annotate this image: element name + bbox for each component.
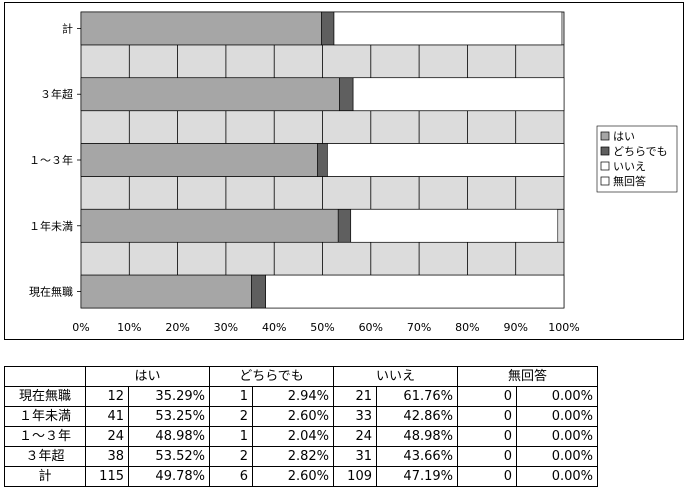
count-cell: 1 xyxy=(209,386,253,407)
header-mukaitou: 無回答 xyxy=(457,366,598,387)
category-label: １年未満 xyxy=(29,219,73,233)
percent-cell: 53.52% xyxy=(128,446,210,467)
percent-cell: 53.25% xyxy=(128,406,210,427)
x-tick-label: 0% xyxy=(72,321,89,334)
category-label: ３年超 xyxy=(40,87,73,101)
count-cell: 2 xyxy=(209,446,253,467)
legend-swatch xyxy=(600,161,610,171)
header-dochirademo: どちらでも xyxy=(209,366,334,387)
row-label: 現在無職 xyxy=(4,386,86,407)
percent-cell: 47.19% xyxy=(376,466,458,487)
legend-box xyxy=(596,125,678,193)
bar-segment xyxy=(80,143,318,177)
count-cell: 109 xyxy=(333,466,377,487)
count-cell: 24 xyxy=(333,426,377,447)
bar-segment xyxy=(80,77,340,111)
percent-cell: 2.60% xyxy=(252,466,334,487)
count-cell: 6 xyxy=(209,466,253,487)
count-cell: 0 xyxy=(457,446,517,467)
count-cell: 21 xyxy=(333,386,377,407)
percent-cell: 48.98% xyxy=(128,426,210,447)
percent-cell: 49.78% xyxy=(128,466,210,487)
percent-cell: 0.00% xyxy=(516,466,598,487)
table-row: 計 115 49.78% 6 2.60% 109 47.19% 0 0.00% xyxy=(4,466,598,487)
percent-cell: 2.94% xyxy=(252,386,334,407)
x-tick-label: 40% xyxy=(262,321,286,334)
percent-cell: 0.00% xyxy=(516,406,598,427)
table-corner xyxy=(4,366,86,387)
bar-segment xyxy=(327,143,565,177)
table-header-row: はい どちらでも いいえ 無回答 xyxy=(4,366,598,387)
category-label: 現在無職 xyxy=(29,285,73,299)
row-label: １年未満 xyxy=(4,406,86,427)
bar-segment xyxy=(80,274,252,309)
count-cell: 0 xyxy=(457,466,517,487)
chart-frame: 計 ３年超 １～３年 １年未満現在無職 0% 10% 20% 30% 40% 50% 60% 70% 8… xyxy=(4,2,684,340)
bar-segment xyxy=(339,77,354,111)
count-cell: 1 xyxy=(209,426,253,447)
row-label: ３年超 xyxy=(4,446,86,467)
percent-cell: 2.04% xyxy=(252,426,334,447)
bar-segment xyxy=(337,209,352,243)
header-iie: いいえ xyxy=(333,366,458,387)
percent-cell: 48.98% xyxy=(376,426,458,447)
table-row: 現在無職 12 35.29% 1 2.94% 21 61.76% 0 0.00% xyxy=(4,386,598,407)
percent-cell: 0.00% xyxy=(516,446,598,467)
bar-segment xyxy=(265,274,565,309)
percent-cell: 0.00% xyxy=(516,386,598,407)
count-cell: 0 xyxy=(457,386,517,407)
percent-cell: 43.66% xyxy=(376,446,458,467)
count-cell: 0 xyxy=(457,406,517,427)
percent-cell: 42.86% xyxy=(376,406,458,427)
header-hai: はい xyxy=(85,366,210,387)
bar-segment xyxy=(333,11,563,46)
legend-label: どちらでも xyxy=(613,145,668,158)
legend-swatch xyxy=(600,176,610,186)
x-tick-label: 50% xyxy=(310,321,334,334)
legend-label: 無回答 xyxy=(613,174,646,188)
category-label: １～３年 xyxy=(29,153,73,167)
bar-segment xyxy=(80,11,322,46)
count-cell: 0 xyxy=(457,426,517,447)
bar-segment xyxy=(352,77,565,111)
row-label: １～３年 xyxy=(4,426,86,447)
percent-cell: 61.76% xyxy=(376,386,458,407)
count-cell: 2 xyxy=(209,406,253,427)
x-tick-label: 20% xyxy=(165,321,189,334)
percent-cell: 0.00% xyxy=(516,426,598,447)
row-label: 計 xyxy=(4,466,86,487)
legend-swatch xyxy=(600,131,610,141)
count-cell: 12 xyxy=(85,386,129,407)
table-row: １～３年 24 48.98% 1 2.04% 24 48.98% 0 0.00% xyxy=(4,426,598,447)
x-tick-label: 10% xyxy=(117,321,141,334)
bar-segment xyxy=(321,11,335,46)
x-tick-label: 70% xyxy=(407,321,431,334)
x-tick-label: 100% xyxy=(548,321,579,334)
bar-segment xyxy=(350,209,559,243)
bar-segment xyxy=(80,209,339,243)
legend-label: いいえ xyxy=(613,160,646,173)
bar-segment xyxy=(317,143,328,177)
data-table: はい どちらでも いいえ 無回答 現在無職 12 35.29% 1 2.94% 21 61.… xyxy=(4,366,598,487)
count-cell: 38 xyxy=(85,446,129,467)
x-tick-label: 90% xyxy=(503,321,527,334)
legend-swatch xyxy=(600,146,610,156)
count-cell: 115 xyxy=(85,466,129,487)
table-row: １年未満 41 53.25% 2 2.60% 33 42.86% 0 0.00% xyxy=(4,406,598,427)
count-cell: 33 xyxy=(333,406,377,427)
x-tick-label: 60% xyxy=(359,321,383,334)
count-cell: 31 xyxy=(333,446,377,467)
count-cell: 24 xyxy=(85,426,129,447)
table-row: ３年超 38 53.52% 2 2.82% 31 43.66% 0 0.00% xyxy=(4,446,598,467)
percent-cell: 35.29% xyxy=(128,386,210,407)
category-label: 計 xyxy=(62,21,73,35)
percent-cell: 2.60% xyxy=(252,406,334,427)
count-cell: 41 xyxy=(85,406,129,427)
percent-cell: 2.82% xyxy=(252,446,334,467)
bar-segment xyxy=(251,274,266,309)
x-tick-label: 80% xyxy=(455,321,479,334)
legend-label: はい xyxy=(613,130,635,143)
x-tick-label: 30% xyxy=(214,321,238,334)
